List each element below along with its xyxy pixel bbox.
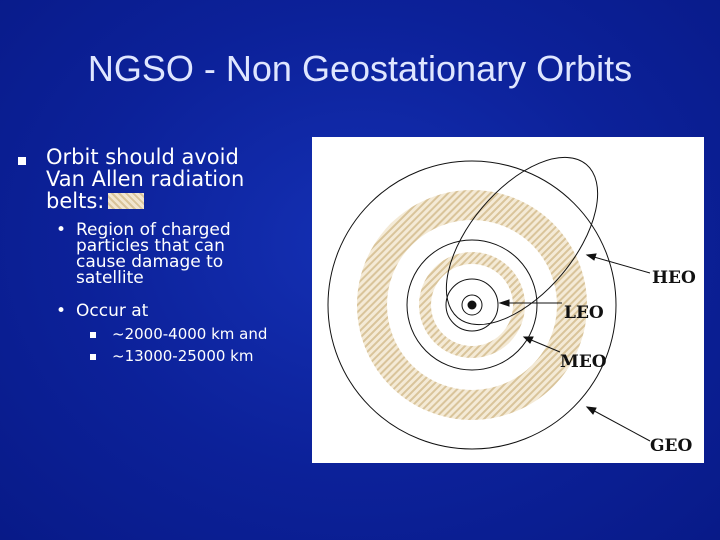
heo-label: HEO <box>652 268 696 288</box>
sub-bullet-line: cause damage to <box>76 252 224 272</box>
bullet-dot-icon: • <box>56 301 67 321</box>
sub-bullet-line: Region of charged <box>76 220 231 240</box>
geo-label: GEO <box>650 436 692 456</box>
inner-radiation-belt <box>419 252 525 358</box>
range-item: ~2000-4000 km and <box>112 325 268 343</box>
bullet-line-text: belts: <box>46 189 105 213</box>
orbit-diagram-svg: HEO LEO MEO GEO <box>327 156 696 456</box>
heo-arrowhead <box>585 253 597 261</box>
radiation-belt-swatch <box>108 193 145 209</box>
earth-outline <box>461 294 483 316</box>
bullet-line: Orbit should avoid <box>46 145 239 169</box>
meo-arrowhead <box>522 336 534 344</box>
geo-orbit <box>327 160 617 450</box>
meo-orbit <box>406 239 538 371</box>
sub-bullet-line: particles that can <box>76 236 225 256</box>
heo-arrow <box>586 254 651 274</box>
bullet-square-icon <box>90 332 96 338</box>
bullet-square-icon <box>90 354 96 360</box>
bullet-square-icon <box>18 157 26 165</box>
range-item: ~13000-25000 km <box>112 347 254 365</box>
leo-label: LEO <box>564 303 604 323</box>
bullet-dot-icon: • <box>56 220 67 240</box>
orbit-diagram: HEO LEO MEO GEO <box>312 137 704 463</box>
sub-bullet-region: Region of charged particles that can cau… <box>76 220 306 288</box>
outer-radiation-belt <box>357 190 587 420</box>
meo-label: MEO <box>560 352 607 372</box>
bullet-line: belts: <box>46 190 306 212</box>
sub-bullet-line: satellite <box>76 268 144 288</box>
geo-arrow <box>586 406 651 442</box>
bullet-orbit-avoid: Orbit should avoid Van Allen radiation b… <box>46 146 306 212</box>
sub-bullet-occur: Occur at <box>76 301 149 321</box>
earth-icon <box>467 300 477 310</box>
heo-orbit <box>445 156 599 326</box>
slide-title: NGSO - Non Geostationary Orbits <box>87 48 633 89</box>
leo-orbit <box>445 278 499 332</box>
bullet-line: Van Allen radiation <box>46 167 245 191</box>
leo-arrowhead <box>498 299 510 307</box>
geo-arrowhead <box>585 406 597 415</box>
